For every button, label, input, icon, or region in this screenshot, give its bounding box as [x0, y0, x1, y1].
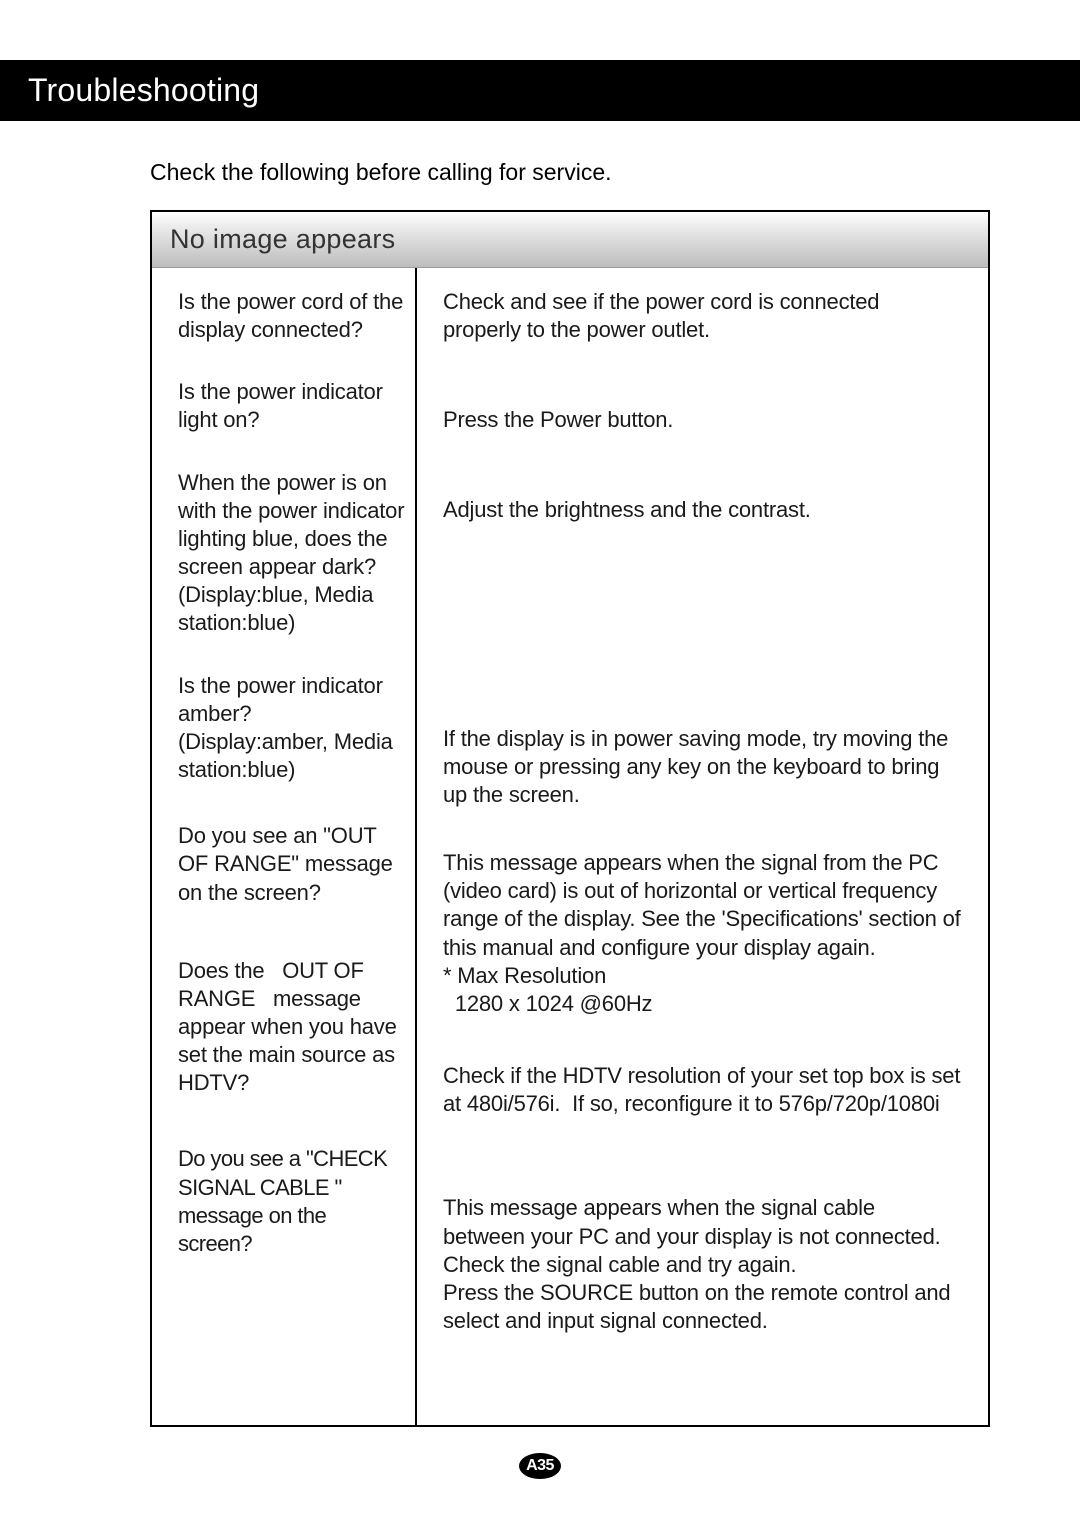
answer-item: This message appears when the signal fro… [443, 849, 962, 1018]
panel-header: No image appears [152, 210, 988, 268]
question-item: Is the power indicator light on? [178, 378, 405, 434]
question-item: Is the power cord of the display connect… [178, 288, 405, 344]
question-item: Is the power indicator amber?(Display:am… [178, 672, 405, 785]
answer-item: If the display is in power saving mode, … [443, 725, 962, 809]
answer-item: Check and see if the power cord is conne… [443, 288, 962, 344]
page-title: Troubleshooting [28, 72, 259, 108]
page-number-badge: A35 [519, 1453, 561, 1479]
answer-item: This message appears when the signal cab… [443, 1194, 962, 1335]
page-number-container: A35 [90, 1453, 990, 1479]
answers-column: Check and see if the power cord is conne… [417, 268, 988, 1425]
page-title-bar: Troubleshooting [0, 60, 1080, 121]
question-item: Do you see an "OUT OF RANGE" message on … [178, 822, 405, 906]
troubleshooting-panel: No image appears Is the power cord of th… [150, 210, 990, 1427]
panel-body: Is the power cord of the display connect… [152, 268, 988, 1425]
questions-column: Is the power cord of the display connect… [152, 268, 417, 1425]
answer-item: Press the Power button. [443, 406, 962, 434]
question-item: When the power is on with the power indi… [178, 469, 405, 638]
question-item: Do you see a "CHECK SIGNAL CABLE " messa… [178, 1145, 405, 1258]
answer-item: Adjust the brightness and the contrast. [443, 496, 962, 524]
question-item: Does the OUT OF RANGE message appear whe… [178, 957, 405, 1098]
document-page: Troubleshooting Check the following befo… [0, 0, 1080, 1519]
answer-item: Check if the HDTV resolution of your set… [443, 1062, 962, 1118]
intro-text: Check the following before calling for s… [150, 159, 990, 186]
